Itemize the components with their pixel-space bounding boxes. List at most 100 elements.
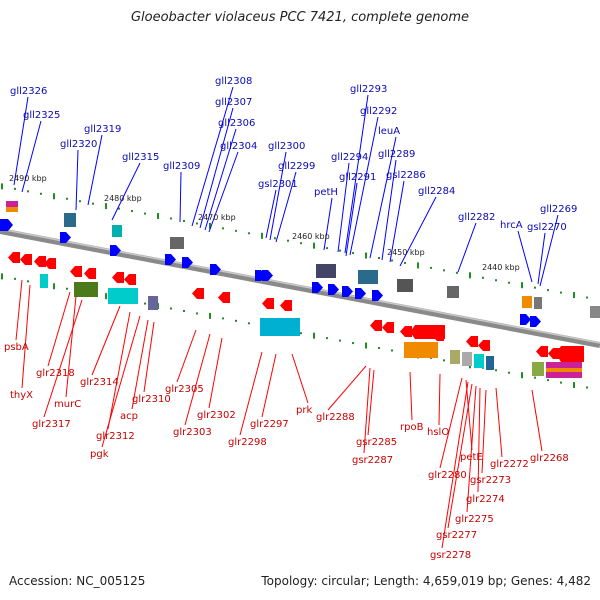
- feature-block: [148, 296, 158, 310]
- gene-arrow-forward: [342, 286, 353, 297]
- gene-label-gll2326: gll2326: [10, 86, 47, 97]
- feature-block: [447, 286, 459, 298]
- gene-arrow-forward: [165, 254, 176, 265]
- gene-leader-line: [363, 367, 371, 454]
- gene-arrow-reverse: [70, 266, 82, 277]
- gene-arrow-forward: [110, 245, 121, 256]
- gene-label-gll2294: gll2294: [331, 152, 368, 163]
- gene-arrow-forward: [355, 288, 366, 299]
- gene-label-gll2282: gll2282: [458, 212, 495, 223]
- gene-label-gll2306: gll2306: [218, 118, 255, 129]
- gene-label-acp: acp: [120, 411, 138, 422]
- gene-leader-line: [441, 381, 469, 549]
- gene-leader-line: [131, 319, 149, 410]
- gene-leader-line: [495, 387, 503, 458]
- gene-arrow-reverse: [44, 258, 56, 269]
- gene-label-hslO: hslO: [427, 427, 449, 438]
- gene-leader-line: [345, 182, 358, 257]
- feature-block: [108, 288, 138, 304]
- gene-leader-line: [539, 214, 559, 287]
- gene-label-gll2315: gll2315: [122, 152, 159, 163]
- gene-leader-line: [291, 353, 309, 404]
- gene-arrow-reverse: [124, 274, 136, 285]
- feature-block: [64, 213, 76, 227]
- gene-label-petE: petE: [460, 452, 483, 463]
- feature-block: [404, 342, 438, 358]
- gene-label-glr2312: glr2312: [96, 431, 135, 442]
- gene-leader-line: [208, 151, 239, 233]
- gene-leader-line: [43, 299, 83, 418]
- gene-arrow-reverse: [112, 272, 124, 283]
- gene-arrow-forward: [182, 257, 193, 268]
- gene-label-glr2310: glr2310: [132, 394, 171, 405]
- gene-label-gsl2301: gsl2301: [258, 179, 298, 190]
- feature-block: [590, 306, 600, 318]
- feature-block: [462, 352, 472, 366]
- gene-label-glr2274: glr2274: [466, 494, 505, 505]
- gene-leader-line: [381, 159, 397, 261]
- gene-label-gsr2277: gsr2277: [436, 530, 477, 541]
- gene-leader-line: [466, 385, 477, 513]
- gene-label-gll2293: gll2293: [350, 84, 387, 95]
- feature-block: [6, 201, 18, 211]
- gene-leader-line: [399, 196, 437, 267]
- gene-arrow-forward: [372, 290, 383, 301]
- gene-leader-line: [21, 284, 31, 389]
- gene-label-gll2319: gll2319: [84, 124, 121, 135]
- gene-leader-line: [409, 371, 413, 421]
- gene-leader-line: [457, 222, 477, 273]
- gene-arrow-forward: [210, 264, 221, 275]
- gene-arrow-reverse: [548, 348, 560, 359]
- gene-leader-line: [481, 389, 487, 474]
- gene-label-glr2268: glr2268: [530, 453, 569, 464]
- genome-backbone: [0, 228, 600, 348]
- gene-leader-line: [91, 305, 121, 376]
- gene-label-glr2314: glr2314: [80, 377, 119, 388]
- gene-label-gll2284: gll2284: [418, 186, 455, 197]
- feature-block: [546, 368, 582, 372]
- gene-leader-line: [465, 379, 473, 451]
- gene-leader-line: [344, 94, 369, 254]
- gene-label-glr2280: glr2280: [428, 470, 467, 481]
- gene-arrow-reverse: [218, 292, 230, 303]
- gene-leader-line: [389, 180, 405, 263]
- gene-label-glr2302: glr2302: [197, 410, 236, 421]
- gene-leader-line: [101, 315, 141, 448]
- gene-label-prk: prk: [296, 405, 312, 416]
- gene-arrow-reverse: [84, 268, 96, 279]
- gene-leader-line: [21, 120, 42, 193]
- feature-block: [534, 297, 542, 309]
- gene-label-leuA: leuA: [378, 126, 400, 137]
- feature-block: [40, 274, 48, 288]
- accession-label: Accession: NC_005125: [9, 574, 146, 588]
- feature-block: [397, 279, 413, 292]
- feature-block: [74, 282, 98, 297]
- feature-block: [316, 264, 336, 278]
- gene-leader-line: [111, 162, 141, 221]
- gene-arrow-reverse: [370, 320, 382, 331]
- gene-label-glr2298: glr2298: [228, 437, 267, 448]
- gene-label-gsr2273: gsr2273: [470, 475, 511, 486]
- gene-leader-line: [439, 377, 463, 469]
- genome-summary: Topology: circular; Length: 4,659,019 bp…: [261, 574, 591, 588]
- gene-label-murC: murC: [54, 399, 81, 410]
- feature-block: [170, 237, 184, 249]
- gene-leader-line: [191, 86, 234, 227]
- gene-leader-line: [208, 337, 223, 409]
- feature-block: [532, 362, 544, 376]
- gene-arrow-reverse: [466, 336, 478, 347]
- gene-label-gll2325: gll2325: [23, 110, 60, 121]
- gene-leader-line: [531, 389, 543, 452]
- kbp-marker: 2490 kbp: [9, 174, 47, 183]
- gene-arrow-forward: [0, 219, 13, 231]
- gene-label-gll2320: gll2320: [60, 139, 97, 150]
- kbp-marker: 2460 kbp: [292, 232, 330, 241]
- gene-leader-line: [323, 197, 333, 251]
- gene-label-psbA: psbA: [4, 342, 29, 353]
- gene-arrow-reverse: [8, 252, 20, 263]
- gene-leader-line: [517, 230, 533, 283]
- feature-block: [522, 296, 532, 308]
- gene-leader-line: [143, 321, 155, 393]
- gene-label-gll2291: gll2291: [339, 172, 376, 183]
